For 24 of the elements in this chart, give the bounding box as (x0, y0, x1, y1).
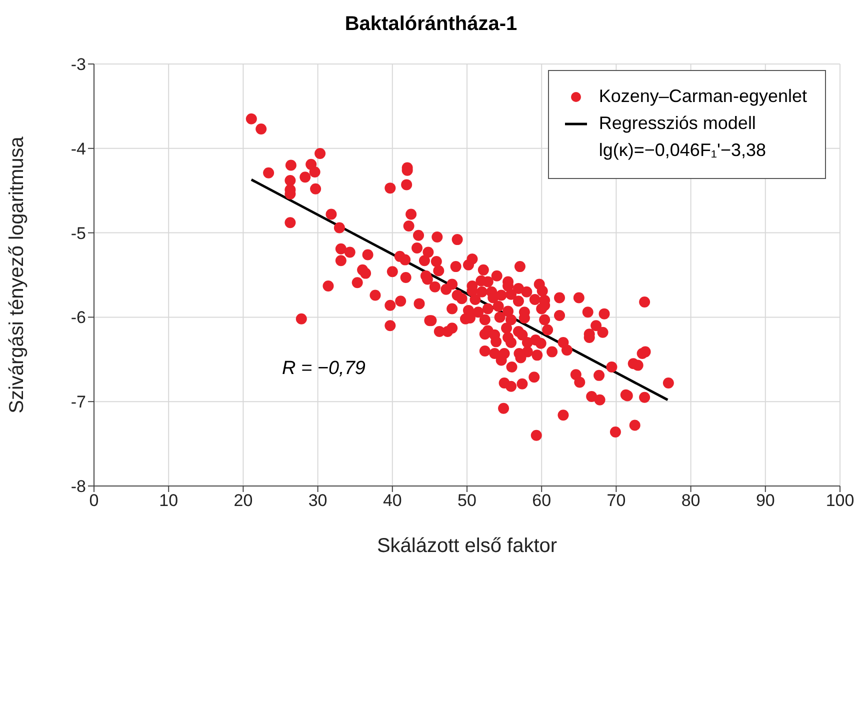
x-tick-label: 30 (308, 491, 328, 510)
y-tick-label: -5 (70, 224, 86, 243)
legend-label: Regressziós modell (598, 112, 756, 135)
y-tick-label: -3 (70, 55, 86, 74)
y-tick-label: -4 (70, 139, 86, 158)
x-tick-label: 10 (159, 491, 178, 510)
y-axis-title: Szivárgási tényező logaritmusa (6, 136, 28, 414)
x-tick-label: 20 (234, 491, 253, 510)
x-tick-label: 60 (532, 491, 552, 510)
y-tick-label: -7 (70, 392, 86, 412)
y-tick-label: -8 (70, 477, 86, 496)
x-tick-label: 0 (89, 491, 99, 510)
x-tick-label: 90 (756, 491, 775, 510)
x-tick-label: 100 (826, 491, 854, 510)
annotation: lg(κ)=−0,046F₁'−3,38 (598, 139, 767, 162)
legend-label: Kozeny–Carman-egyenlet (598, 85, 807, 108)
x-axis-title: Skálázott első faktor (376, 535, 558, 557)
x-tick-label: 40 (382, 491, 402, 510)
y-tick-label: -6 (70, 308, 86, 328)
x-tick-label: 50 (458, 491, 476, 510)
annotation: R = −0,79 (282, 358, 366, 380)
x-tick-label: 80 (681, 491, 700, 510)
x-tick-label: 70 (606, 491, 626, 510)
chart-title: Baktalórántháza-1 (344, 12, 518, 37)
